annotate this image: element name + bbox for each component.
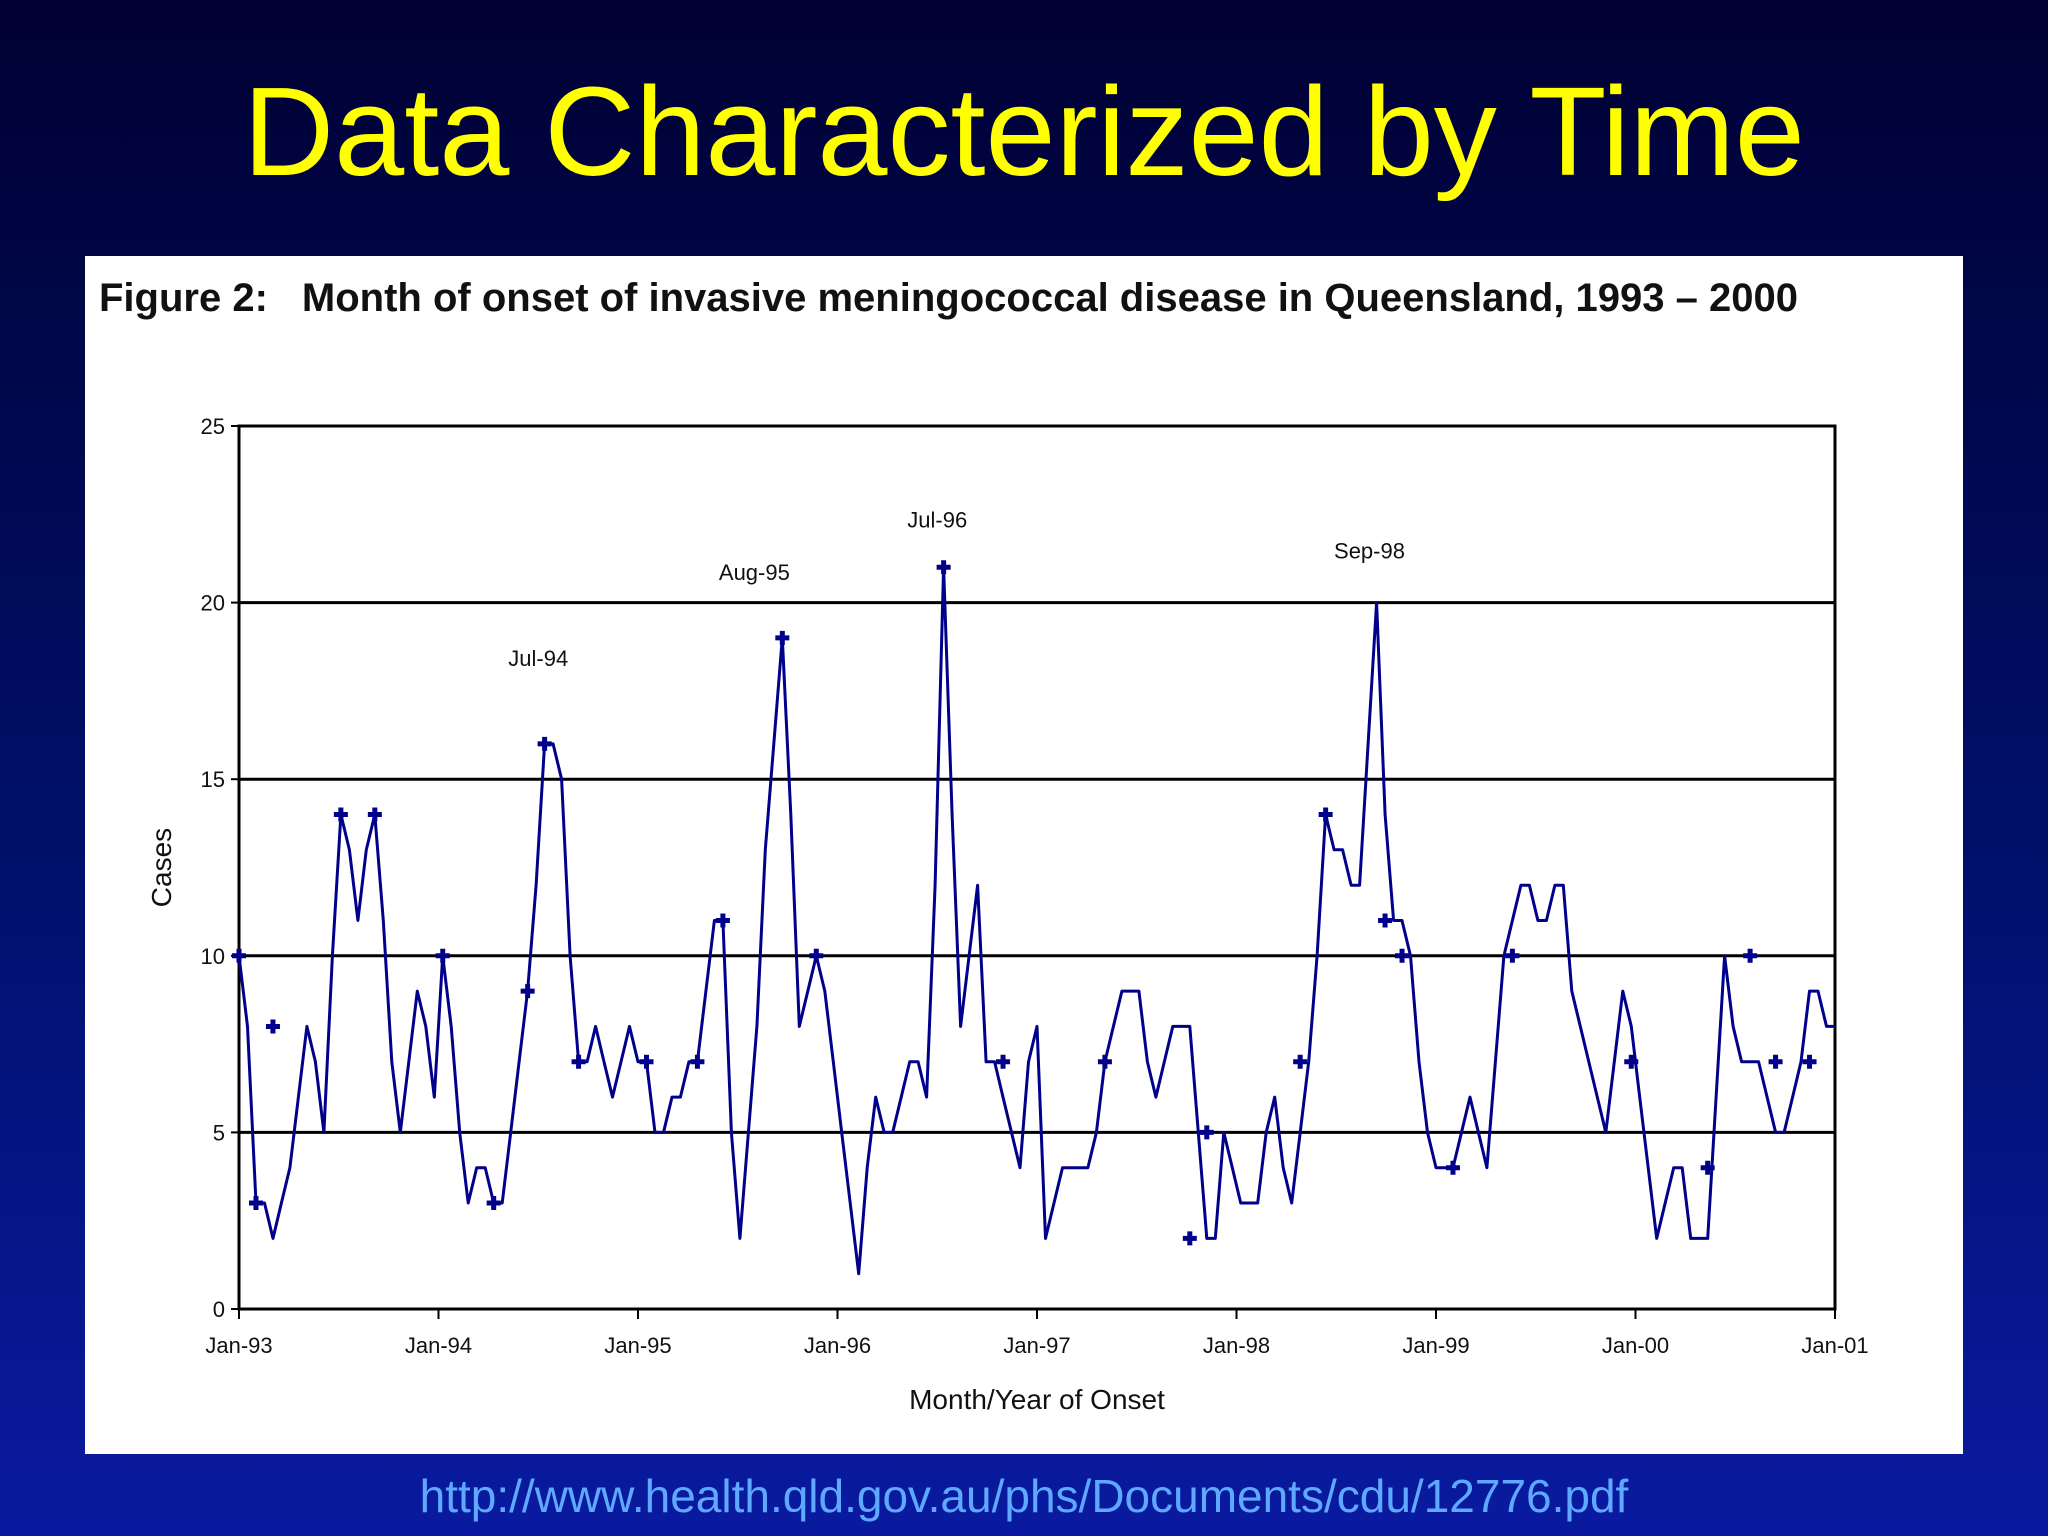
y-tick-label-15: 15 bbox=[201, 767, 225, 792]
plot-frame bbox=[237, 424, 1837, 1311]
y-tick-label-10: 10 bbox=[201, 944, 225, 969]
data-point-marker bbox=[690, 1054, 705, 1069]
data-point-marker bbox=[1182, 1231, 1197, 1246]
x-tick-label-2: Jan-95 bbox=[604, 1333, 671, 1358]
data-point-marker bbox=[232, 948, 246, 963]
data-point-marker bbox=[996, 1054, 1011, 1069]
x-tick-label-1: Jan-94 bbox=[405, 1333, 472, 1358]
figure-caption: Figure 2: Month of onset of invasive men… bbox=[99, 273, 1949, 323]
data-point-marker bbox=[537, 736, 552, 751]
data-point-marker bbox=[1768, 1054, 1783, 1069]
data-point-marker bbox=[1395, 948, 1410, 963]
data-point-marker bbox=[1802, 1054, 1817, 1069]
x-tick-label-5: Jan-98 bbox=[1203, 1333, 1270, 1358]
data-point-marker bbox=[1293, 1054, 1308, 1069]
x-tick-label-4: Jan-97 bbox=[1003, 1333, 1070, 1358]
peak-annotation: Aug-95 bbox=[719, 560, 790, 585]
data-point-marker bbox=[1743, 948, 1758, 963]
y-tick-label-20: 20 bbox=[201, 591, 225, 616]
data-point-marker bbox=[1318, 807, 1333, 822]
data-point-marker bbox=[1097, 1054, 1112, 1069]
data-point-marker bbox=[1700, 1160, 1715, 1175]
data-point-marker bbox=[1624, 1054, 1639, 1069]
data-point-marker bbox=[1378, 913, 1393, 928]
data-point-marker bbox=[435, 948, 450, 963]
data-point-marker bbox=[639, 1054, 654, 1069]
x-tick-label-8: Jan-01 bbox=[1801, 1333, 1868, 1358]
slide-title: Data Characterized by Time bbox=[243, 61, 1805, 202]
y-axis-label: Cases bbox=[146, 828, 177, 907]
data-point-marker bbox=[367, 807, 382, 822]
peak-annotation: Jul-94 bbox=[508, 646, 568, 671]
y-tick-label-25: 25 bbox=[201, 414, 225, 439]
data-point-marker bbox=[248, 1196, 263, 1211]
x-axis-label: Month/Year of Onset bbox=[909, 1384, 1165, 1415]
x-tick-label-3: Jan-96 bbox=[804, 1333, 871, 1358]
y-tick-label-0: 0 bbox=[213, 1297, 225, 1322]
data-point-marker bbox=[486, 1196, 501, 1211]
data-point-marker bbox=[1199, 1125, 1214, 1140]
figure-panel: Figure 2: Month of onset of invasive men… bbox=[85, 256, 1963, 1454]
data-point-marker bbox=[571, 1054, 586, 1069]
figure-caption-text: Month of onset of invasive meningococcal… bbox=[301, 276, 1798, 320]
data-point-marker bbox=[1445, 1160, 1460, 1175]
data-point-marker bbox=[333, 807, 348, 822]
figure-label: Figure 2: bbox=[99, 276, 268, 320]
x-tick-label-0: Jan-93 bbox=[205, 1333, 272, 1358]
data-point-marker bbox=[775, 630, 790, 645]
x-tick-label-6: Jan-99 bbox=[1402, 1333, 1469, 1358]
x-tick-label-7: Jan-00 bbox=[1602, 1333, 1669, 1358]
data-point-marker bbox=[809, 948, 824, 963]
data-point-marker bbox=[715, 913, 730, 928]
data-point-marker bbox=[520, 984, 535, 999]
series-line-cases bbox=[237, 565, 1835, 1276]
peak-annotation: Jul-96 bbox=[907, 507, 967, 532]
data-point-marker bbox=[265, 1019, 280, 1034]
data-point-marker bbox=[936, 560, 951, 575]
y-tick-label-5: 5 bbox=[213, 1120, 225, 1145]
source-url-link[interactable]: http://www.health.qld.gov.au/phs/Documen… bbox=[419, 1470, 1629, 1522]
data-point-marker bbox=[1505, 948, 1520, 963]
peak-annotation: Sep-98 bbox=[1334, 539, 1405, 564]
meningococcal-line-chart: 0 5 10 15 20 25 Jan-93 Jan-94 Jan-95 Jan-96 Jan-97… bbox=[146, 414, 1869, 1415]
